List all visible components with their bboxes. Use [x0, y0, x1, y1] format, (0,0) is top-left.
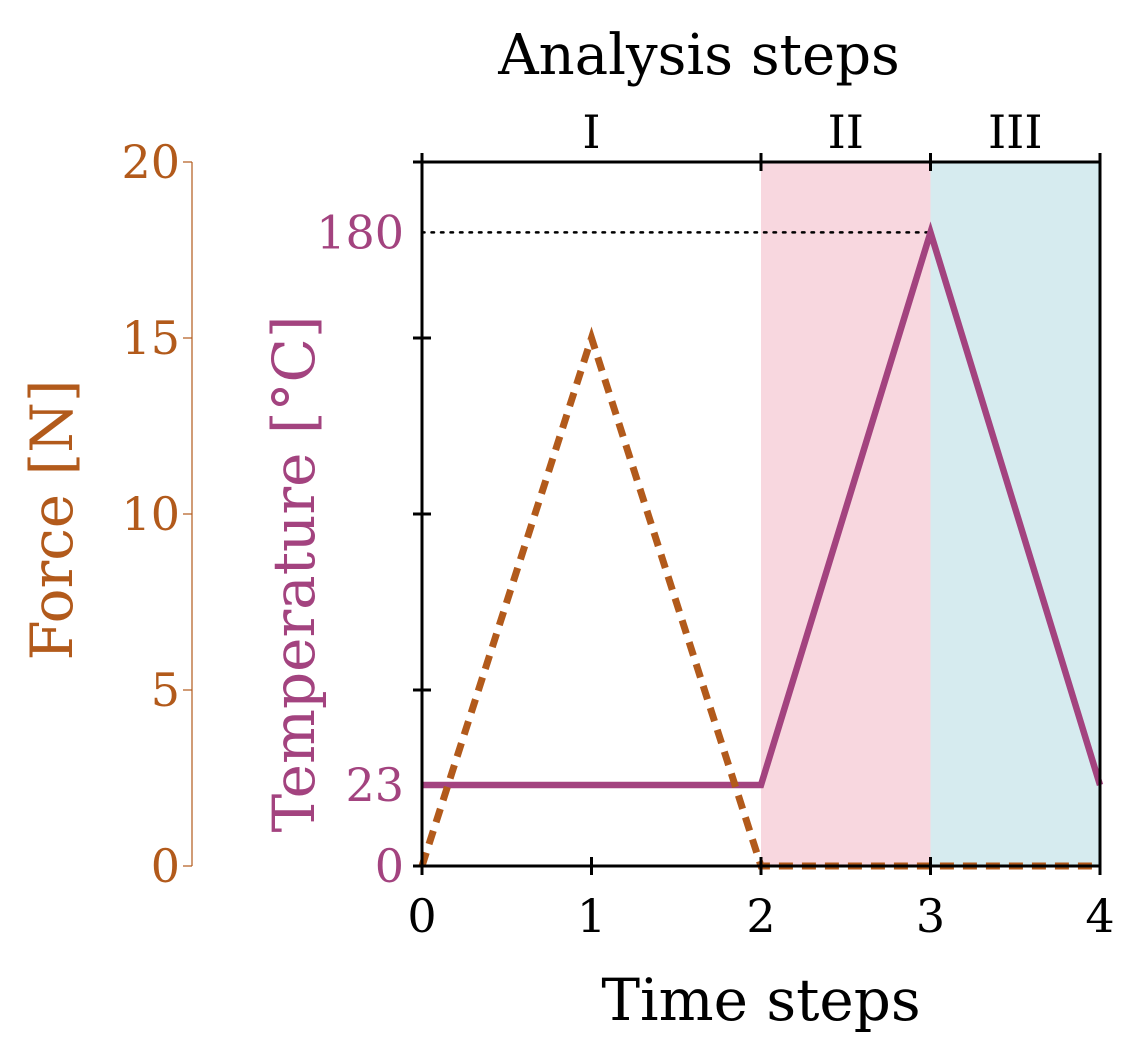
- x-tick-label-0: 0: [407, 889, 436, 943]
- temperature-axis-label: Temperature [°C]: [260, 315, 328, 832]
- force-tick-label-4: 20: [121, 135, 180, 189]
- force-tick-label-0: 0: [151, 839, 180, 893]
- force-tick-label-3: 15: [121, 311, 180, 365]
- x-tick-label-2: 2: [746, 889, 775, 943]
- temperature-tick-label-1: 23: [345, 758, 404, 812]
- series-line-temperature: [422, 221, 1104, 789]
- x-axis-label: Time steps: [601, 966, 920, 1034]
- analysis-step-label-iii: III: [988, 105, 1043, 159]
- x-tick-label-1: 1: [577, 889, 606, 943]
- force-axis-label: Force [N]: [18, 380, 86, 661]
- temperature-tick-label-0: 0: [375, 839, 404, 893]
- top-axis-title: Analysis steps: [497, 23, 900, 88]
- x-tick-label-4: 4: [1085, 889, 1114, 943]
- analysis-step-label-ii: II: [828, 105, 864, 159]
- force-tick-label-1: 5: [151, 663, 180, 717]
- x-tick-label-3: 3: [916, 889, 945, 943]
- analysis-step-label-i: I: [582, 105, 600, 159]
- force-tick-label-2: 10: [121, 487, 180, 541]
- temperature-tick-label-2: 180: [316, 205, 404, 259]
